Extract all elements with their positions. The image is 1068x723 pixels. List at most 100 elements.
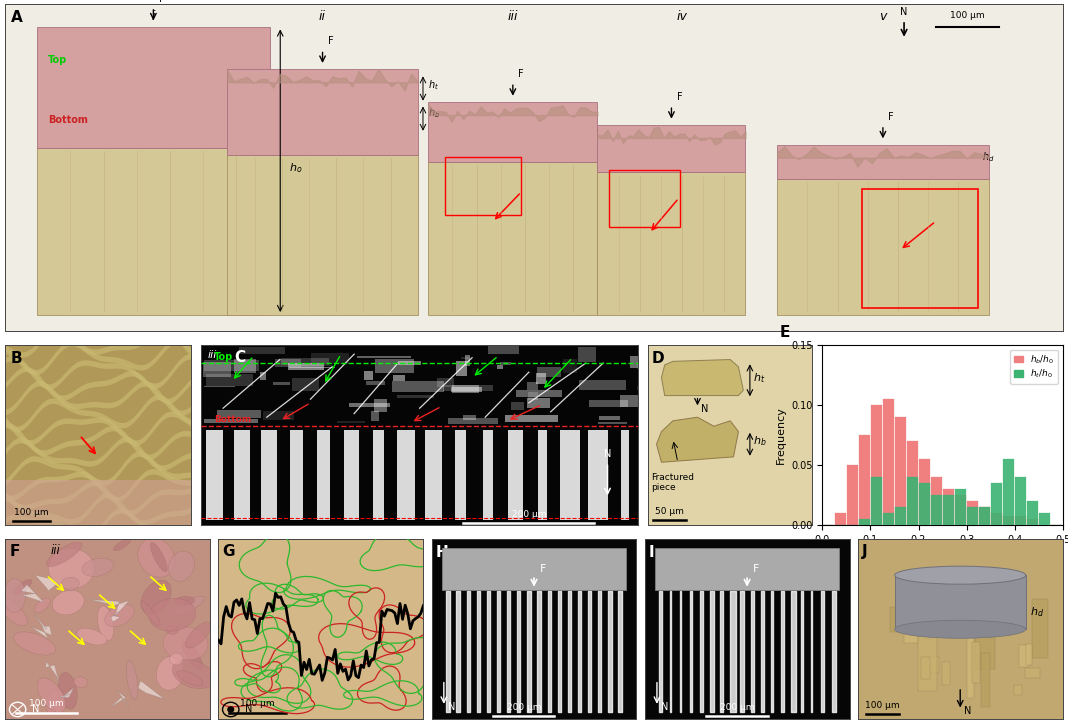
Ellipse shape [105,604,135,627]
Polygon shape [90,599,129,616]
Bar [597,172,745,315]
Text: N: N [661,702,669,712]
Ellipse shape [97,606,114,641]
Bar [942,662,951,685]
Bar [398,361,421,365]
Bar [967,508,978,526]
Bar [1015,685,1022,696]
Bar [859,435,870,526]
Bar [498,365,503,369]
Bar [337,421,364,423]
Polygon shape [31,626,51,638]
Ellipse shape [170,653,183,665]
Bar [1033,599,1049,658]
Text: $h_t$: $h_t$ [428,78,439,92]
Bar [847,466,859,526]
Polygon shape [657,417,738,462]
Text: 200 μm: 200 μm [512,510,546,519]
Bar [437,377,454,388]
Text: i: i [152,10,155,23]
Bar [511,402,524,411]
Ellipse shape [150,599,195,631]
Bar [456,362,467,375]
Bar [488,340,519,354]
Bar [218,411,262,418]
Text: v: v [879,10,886,23]
Polygon shape [35,576,58,591]
Polygon shape [21,585,44,602]
Bar [358,356,411,357]
Ellipse shape [77,628,107,645]
Bar [778,145,989,179]
Polygon shape [138,681,164,699]
Bar [870,477,882,526]
Bar [638,386,659,390]
Bar [579,380,626,390]
Bar [588,400,628,407]
Bar [1039,513,1051,526]
Bar [234,359,256,372]
Text: N: N [701,404,708,414]
Bar [301,364,332,366]
Text: N: N [32,704,40,714]
Text: F: F [518,69,523,79]
Text: 200 μm: 200 μm [506,703,541,712]
Polygon shape [661,359,743,395]
Ellipse shape [186,622,211,648]
Bar [442,548,626,589]
Bar [428,161,597,315]
Bar [905,624,917,643]
Bar [907,441,918,526]
Bar [274,359,301,367]
Text: iii: iii [507,10,518,23]
Bar [363,371,373,380]
Text: G: G [222,544,235,559]
Bar [1026,644,1032,665]
Ellipse shape [37,678,66,712]
Ellipse shape [113,539,130,551]
Bar [287,362,324,370]
Text: N: N [603,449,611,458]
Bar [449,418,499,424]
Bar [943,495,955,526]
Ellipse shape [140,601,160,625]
Text: F: F [10,544,20,559]
Bar [536,373,547,384]
Bar [975,608,995,669]
Bar [203,362,231,377]
Text: Fractured
piece: Fractured piece [651,473,694,492]
Y-axis label: Frequency: Frequency [775,406,786,464]
Ellipse shape [0,597,28,626]
Bar [928,656,939,673]
Bar [978,508,990,526]
Bar [981,653,990,707]
Bar [931,477,942,526]
Text: $h_b$: $h_b$ [428,106,440,120]
Bar [883,513,894,526]
Ellipse shape [166,625,178,635]
Bar [460,357,470,359]
Bar [918,483,930,526]
Text: 200 μm: 200 μm [720,703,754,712]
Text: 100 μm: 100 μm [14,508,49,518]
Text: $h_b$: $h_b$ [753,435,767,448]
Text: 100 μm: 100 μm [951,11,985,20]
Polygon shape [111,691,129,708]
Polygon shape [111,612,120,622]
Bar [862,189,978,309]
Bar [1003,515,1015,526]
Bar [1015,515,1026,526]
Bar [978,508,990,526]
Bar [529,393,538,400]
Ellipse shape [74,677,88,688]
Bar [204,419,257,423]
Ellipse shape [163,627,208,661]
Bar [918,633,938,690]
Text: iii: iii [50,544,60,557]
Bar [1025,668,1040,678]
Bar [281,357,329,365]
Ellipse shape [172,596,204,615]
Bar [5,480,191,526]
Bar [907,477,918,526]
Ellipse shape [46,542,82,566]
